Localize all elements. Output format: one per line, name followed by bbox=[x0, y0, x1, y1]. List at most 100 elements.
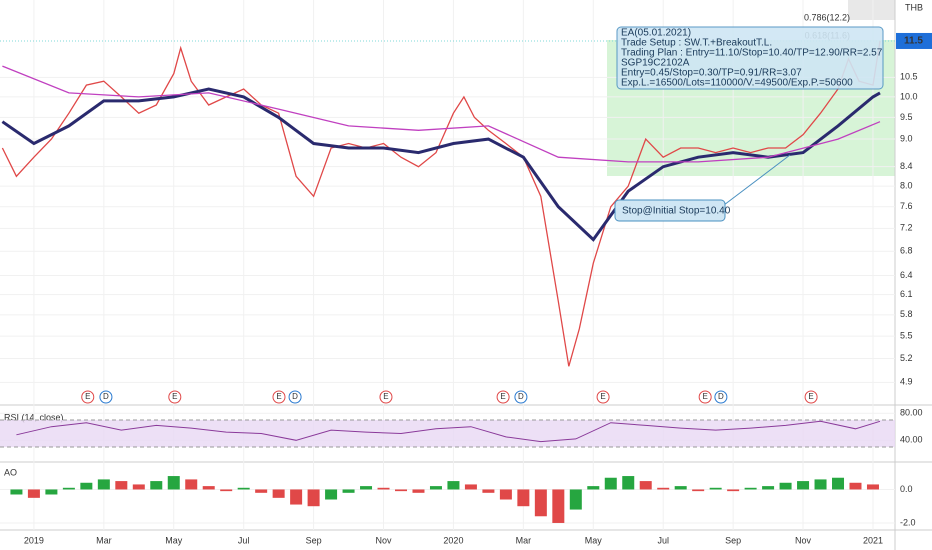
x-tick-label: Sep bbox=[725, 535, 741, 545]
ao-bar bbox=[10, 489, 23, 495]
ao-bar bbox=[709, 487, 722, 490]
ao-bar bbox=[132, 484, 145, 490]
event-marker bbox=[81, 390, 95, 404]
x-tick-label: Sep bbox=[306, 535, 322, 545]
event-label: E bbox=[276, 392, 281, 401]
y-tick-label: -2.0 bbox=[900, 517, 916, 527]
ao-bar bbox=[307, 489, 320, 507]
series-line bbox=[16, 420, 881, 443]
event-marker bbox=[804, 390, 818, 404]
ao-bar bbox=[762, 486, 775, 490]
fib-label: 0.786(12.2) bbox=[804, 12, 850, 22]
y-tick-label: 6.1 bbox=[900, 289, 913, 299]
event-marker bbox=[288, 390, 302, 404]
ao-bar bbox=[499, 489, 512, 500]
ao-bar bbox=[622, 476, 635, 490]
x-tick-label: Mar bbox=[96, 535, 112, 545]
event-marker bbox=[714, 390, 728, 404]
event-label: E bbox=[702, 392, 707, 401]
ao-bar bbox=[27, 489, 40, 498]
ao-bar bbox=[395, 489, 408, 492]
annotation-line: SGP19C2102A bbox=[621, 58, 690, 69]
event-label: E bbox=[383, 392, 388, 401]
ao-bar bbox=[325, 489, 338, 500]
annotation-line: Trade Setup : SW.T.+BreakoutT.L. bbox=[621, 38, 772, 49]
x-tick-label: 2019 bbox=[24, 535, 44, 545]
annotation-line: Entry=0.45/Stop=0.30/TP=0.91/RR=3.07 bbox=[621, 68, 802, 79]
ao-bar bbox=[779, 482, 792, 490]
y-tick-label: 4.9 bbox=[900, 377, 913, 387]
ao-bar bbox=[272, 489, 285, 498]
event-label: D bbox=[518, 392, 524, 401]
ao-bar bbox=[604, 477, 617, 490]
x-tick-label: 2020 bbox=[443, 535, 463, 545]
ao-bar bbox=[727, 489, 740, 492]
x-tick-label: May bbox=[165, 535, 183, 545]
annotation-box bbox=[616, 26, 884, 90]
stop-pointer bbox=[723, 154, 791, 206]
ao-bar bbox=[692, 489, 705, 492]
x-tick-label: Jul bbox=[238, 535, 250, 545]
ao-bar bbox=[429, 486, 442, 490]
event-marker bbox=[379, 390, 393, 404]
ao-bar bbox=[255, 489, 268, 493]
event-marker bbox=[168, 390, 182, 404]
ao-bar bbox=[45, 489, 58, 495]
ao-bar bbox=[447, 481, 460, 490]
y-tick-label: 9.5 bbox=[900, 112, 913, 122]
future-shade bbox=[848, 0, 895, 20]
ao-bar bbox=[832, 477, 845, 490]
ao-bar bbox=[797, 481, 810, 490]
stop-box bbox=[614, 199, 726, 222]
event-label: E bbox=[600, 392, 605, 401]
y-tick-label: 10.5 bbox=[900, 72, 918, 82]
y-tick-label: 80.00 bbox=[900, 408, 923, 418]
ao-bar bbox=[185, 479, 198, 490]
event-label: D bbox=[103, 392, 109, 401]
stop-label: Stop@Initial Stop=10.40 bbox=[622, 206, 731, 217]
last-price-label: 11.5 bbox=[904, 36, 923, 47]
series-line bbox=[2, 65, 881, 163]
ao-bar bbox=[552, 489, 565, 523]
last-price-tag bbox=[896, 32, 932, 49]
event-label: D bbox=[292, 392, 298, 401]
ao-bar bbox=[150, 481, 163, 490]
ao-bar bbox=[62, 487, 75, 490]
y-tick-label: 5.2 bbox=[900, 353, 913, 363]
y-tick-label: 6.4 bbox=[900, 270, 913, 280]
ao-bar bbox=[569, 489, 582, 510]
ao-bar bbox=[360, 486, 373, 490]
x-tick-label: Nov bbox=[795, 535, 812, 545]
y-tick-label: 7.6 bbox=[900, 201, 913, 211]
event-marker bbox=[698, 390, 712, 404]
y-tick-label: 5.8 bbox=[900, 309, 913, 319]
ao-bar bbox=[115, 481, 128, 490]
x-tick-label: Jul bbox=[657, 535, 669, 545]
ao-title: AO bbox=[4, 467, 17, 477]
ao-bar bbox=[377, 487, 390, 490]
ao-bar bbox=[534, 489, 547, 517]
event-marker bbox=[514, 390, 528, 404]
ao-bar bbox=[290, 489, 303, 505]
event-label: E bbox=[85, 392, 90, 401]
ao-bar bbox=[849, 482, 862, 490]
y-tick-label: 0.0 bbox=[900, 484, 913, 494]
event-label: E bbox=[500, 392, 505, 401]
series-line bbox=[1, 87, 881, 242]
event-label: E bbox=[172, 392, 177, 401]
event-marker bbox=[272, 390, 286, 404]
x-tick-label: 2021 bbox=[863, 535, 883, 545]
ao-bar bbox=[464, 484, 477, 490]
annotation-line: Trading Plan : Entry=11.10/Stop=10.40/TP… bbox=[621, 48, 883, 59]
ao-bar bbox=[80, 482, 93, 490]
ao-bar bbox=[237, 487, 250, 490]
ao-bar bbox=[342, 489, 355, 493]
event-marker bbox=[496, 390, 510, 404]
y-tick-label: 40.00 bbox=[900, 435, 923, 445]
ao-bar bbox=[202, 486, 215, 490]
annotation-line: Exp.L.=16500/Lots=110000/V.=49500/Exp.P.… bbox=[621, 78, 853, 89]
y-tick-label: 8.0 bbox=[900, 181, 913, 191]
ao-bar bbox=[674, 486, 687, 490]
ao-bar bbox=[220, 489, 233, 492]
ao-bar bbox=[814, 479, 827, 490]
